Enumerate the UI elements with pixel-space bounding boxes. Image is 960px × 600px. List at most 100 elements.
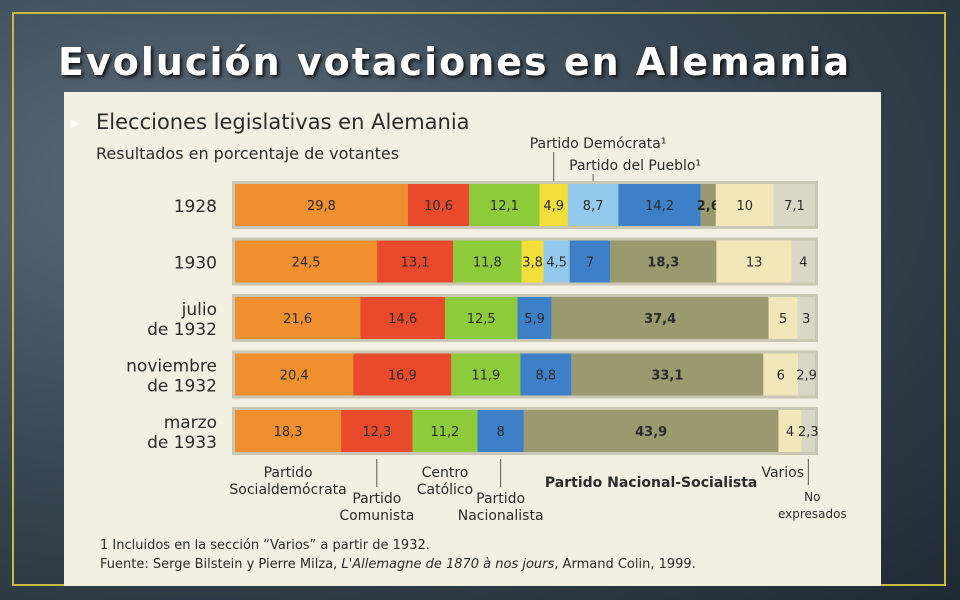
data-label: 4,9 [543, 199, 564, 214]
bar-segment [477, 410, 524, 452]
bar-segment [778, 410, 802, 452]
bar-segment [569, 240, 611, 283]
bar-segment [797, 297, 815, 339]
bar-segment [469, 184, 540, 226]
category-label: 1930 [174, 254, 217, 274]
data-label: 16,9 [388, 369, 417, 384]
data-label: 11,9 [471, 369, 500, 384]
data-label: 4 [799, 256, 807, 271]
data-label: 21,6 [283, 312, 312, 327]
bar-segment [377, 240, 454, 283]
data-label: 3,8 [522, 256, 543, 271]
data-label: 12,1 [490, 199, 519, 214]
stacked-bar-chart: 29,8 10,6 12,1 4,9 8,7 14,2 2,6 10 7,1 1928 24,5 13… [126, 136, 847, 524]
bar-segment [798, 353, 815, 396]
series-label: No [804, 490, 820, 504]
bar-segment [235, 353, 354, 396]
source-suffix: , Armand Colin, 1999. [554, 557, 696, 572]
series-label: Partido Demócrata¹ [530, 136, 667, 152]
bar-segment [235, 184, 408, 226]
data-label: 20,4 [280, 369, 309, 384]
bar-segment [235, 297, 361, 339]
data-label: 2,9 [796, 369, 817, 384]
data-label: 37,4 [644, 312, 676, 327]
category-label: julio [181, 300, 217, 320]
source-prefix: Fuente: Serge Bilstein y Pierre Milza, [100, 557, 342, 572]
bar-segment [768, 297, 798, 339]
bar-segment [539, 184, 568, 226]
data-label: 6 [777, 369, 785, 384]
source-title: L'Allemagne de 1870 à nos jours [341, 557, 555, 572]
bar-segment [700, 184, 716, 226]
bar-segment [521, 240, 544, 283]
bullet-arrow-icon: ▶ [70, 116, 80, 130]
series-label: Partido [352, 491, 401, 507]
series-label: Partido Nacional-Socialista [545, 475, 757, 491]
data-label: 7,1 [784, 199, 805, 214]
slide-title: Evolución votaciones en Alemania [58, 40, 852, 84]
bar-segment [453, 240, 522, 283]
bar-segment [517, 297, 552, 339]
category-label: de 1933 [147, 433, 217, 453]
series-label: Partido [264, 465, 313, 481]
data-label: 14,2 [645, 199, 674, 214]
data-label: 43,9 [635, 425, 667, 440]
bar-segment [610, 240, 717, 283]
series-label: Comunista [339, 508, 414, 524]
data-label: 24,5 [292, 256, 321, 271]
bar-segment [412, 410, 478, 452]
data-label: 14,6 [388, 312, 417, 327]
bar-segment [341, 410, 413, 452]
bar-segment [235, 240, 378, 283]
bar-segment [715, 184, 774, 226]
category-label: marzo [164, 413, 217, 433]
series-label: expresados [778, 507, 847, 521]
data-label: 8,8 [536, 369, 557, 384]
category-label: de 1932 [147, 377, 217, 397]
data-label: 13 [746, 256, 763, 271]
bar-segment [801, 410, 815, 452]
chart-title: Elecciones legislativas en Alemania [96, 110, 470, 134]
bar-segment [407, 184, 470, 226]
data-label: 8 [496, 425, 504, 440]
bar-segment [520, 353, 572, 396]
category-label: 1928 [174, 197, 217, 217]
chart-footnote: 1 Incluidos en la sección “Varios” a par… [100, 538, 430, 553]
data-label: 8,7 [583, 199, 604, 214]
bar-segment [451, 353, 521, 396]
bar-segment [235, 410, 342, 452]
chart-source: Fuente: Serge Bilstein y Pierre Milza, L… [100, 557, 696, 572]
data-label: 18,3 [647, 256, 679, 271]
bar-segment [360, 297, 445, 339]
data-label: 10,6 [424, 199, 453, 214]
data-label: 4,5 [546, 256, 567, 271]
series-label: Partido del Pueblo¹ [569, 158, 701, 174]
bar-segment [353, 353, 452, 396]
bar-segment [716, 240, 792, 283]
series-label: Católico [417, 482, 473, 498]
data-label: 12,5 [467, 312, 496, 327]
data-label: 2,6 [697, 199, 720, 214]
data-label: 5 [779, 312, 787, 327]
data-label: 5,9 [524, 312, 545, 327]
data-label: 3 [802, 312, 810, 327]
bar-segment [543, 240, 570, 283]
bar-segment [567, 184, 619, 226]
data-label: 13,1 [401, 256, 430, 271]
bar-segment [523, 410, 779, 452]
data-label: 4 [786, 425, 794, 440]
bar-segment [791, 240, 815, 283]
data-label: 11,8 [473, 256, 502, 271]
bar-segment [444, 297, 518, 339]
category-label: de 1932 [147, 320, 217, 340]
data-label: 10 [737, 199, 754, 214]
data-label: 2,3 [798, 425, 819, 440]
series-label: Nacionalista [458, 508, 544, 524]
series-label: Centro [422, 465, 469, 481]
chart-subtitle: Resultados en porcentaje de votantes [96, 144, 400, 163]
data-label: 12,3 [362, 425, 391, 440]
series-label: Partido [476, 491, 525, 507]
series-label: Varios [761, 465, 804, 481]
series-label: Socialdemócrata [229, 482, 346, 498]
data-label: 29,8 [307, 199, 336, 214]
